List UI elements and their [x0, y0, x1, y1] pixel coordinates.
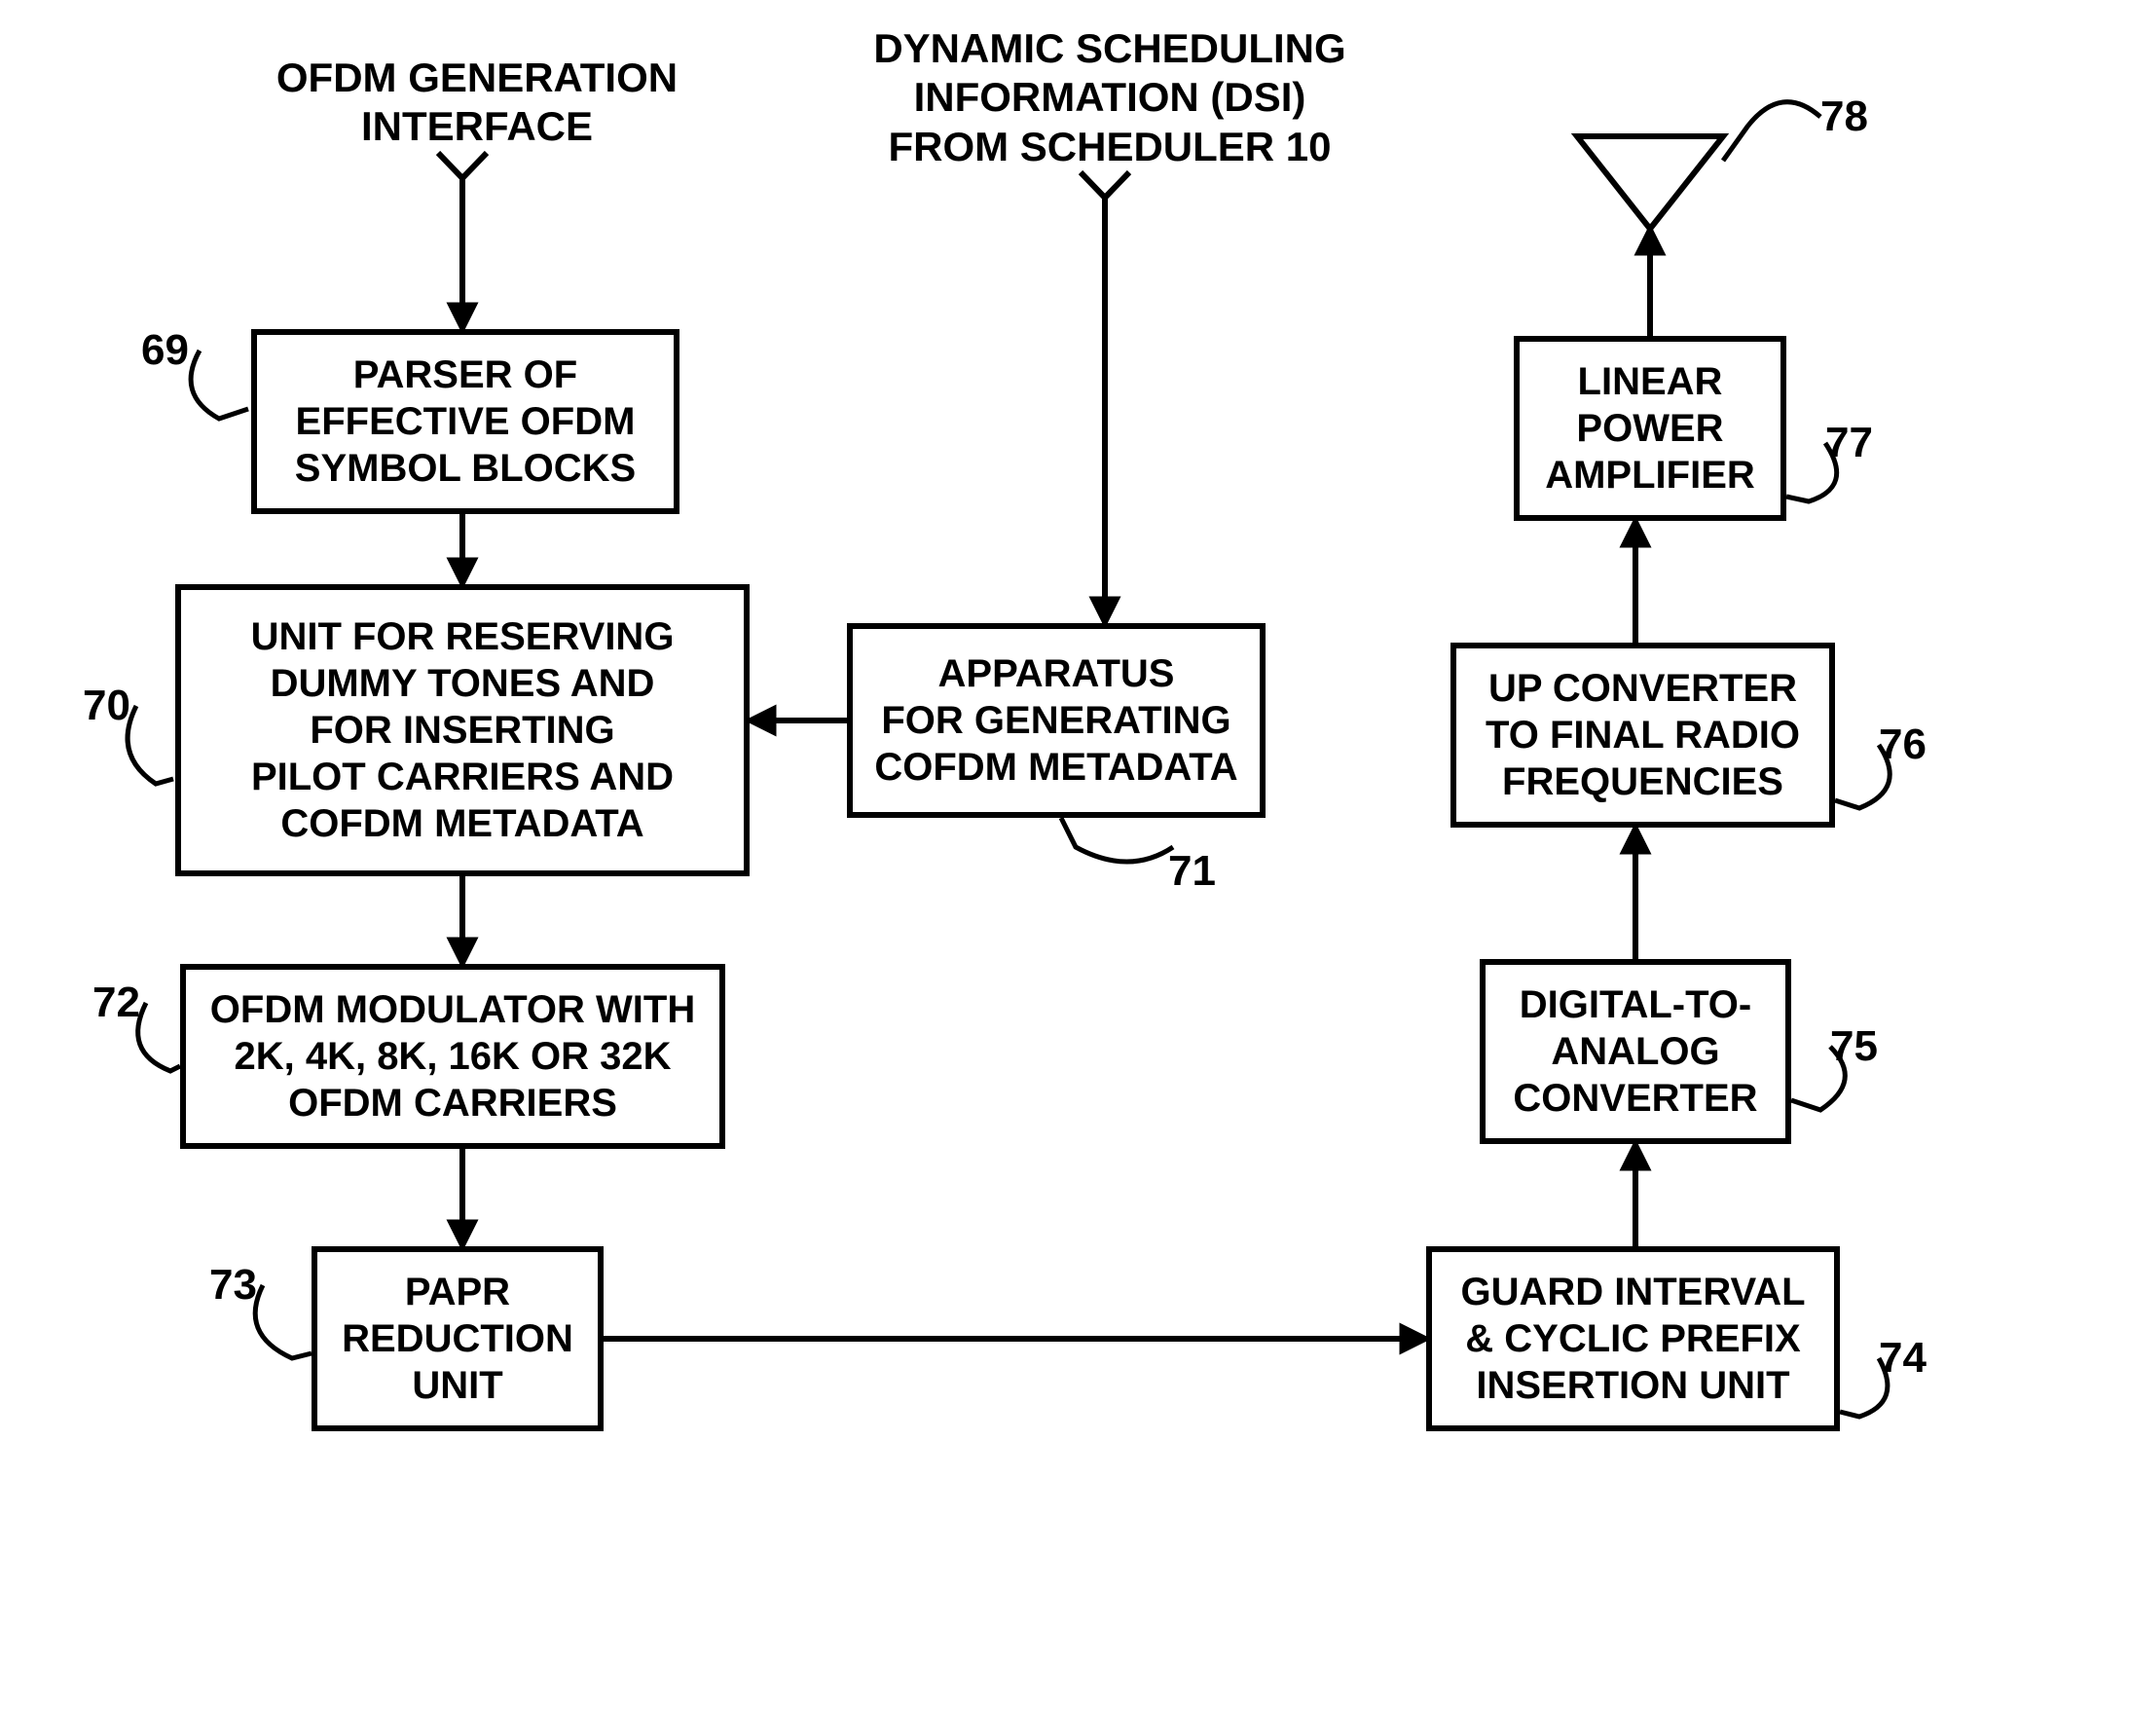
- leader-71: [1061, 818, 1173, 862]
- leader-72: [138, 1003, 180, 1071]
- leader-70: [128, 706, 173, 784]
- ref-70: 70: [83, 682, 130, 730]
- block-72: OFDM MODULATOR WITH2K, 4K, 8K, 16K OR 32…: [180, 964, 725, 1149]
- ref-77: 77: [1825, 419, 1873, 467]
- ref-75: 75: [1830, 1022, 1878, 1071]
- diagram-canvas: OFDM GENERATIONINTERFACE DYNAMIC SCHEDULI…: [0, 0, 2129, 1736]
- leader-69: [191, 351, 248, 419]
- ref-78: 78: [1820, 92, 1868, 141]
- input-label-ofdm_gen: OFDM GENERATIONINTERFACE: [243, 54, 711, 152]
- ref-73: 73: [209, 1261, 257, 1310]
- block-76: UP CONVERTERTO FINAL RADIOFREQUENCIES: [1450, 643, 1835, 828]
- antenna-icon: [1577, 136, 1723, 229]
- ref-76: 76: [1879, 720, 1927, 769]
- block-75: DIGITAL-TO-ANALOGCONVERTER: [1480, 959, 1791, 1144]
- ref-71: 71: [1168, 847, 1216, 896]
- block-74: GUARD INTERVAL& CYCLIC PREFIXINSERTION U…: [1426, 1246, 1840, 1431]
- ref-74: 74: [1879, 1334, 1927, 1383]
- block-70: UNIT FOR RESERVINGDUMMY TONES ANDFOR INS…: [175, 584, 750, 876]
- block-69: PARSER OFEFFECTIVE OFDMSYMBOL BLOCKS: [251, 329, 679, 514]
- block-71: APPARATUSFOR GENERATINGCOFDM METADATA: [847, 623, 1266, 818]
- block-73: PAPRREDUCTIONUNIT: [312, 1246, 604, 1431]
- input-label-dsi: DYNAMIC SCHEDULINGINFORMATION (DSI)FROM …: [857, 24, 1363, 171]
- block-77: LINEARPOWERAMPLIFIER: [1514, 336, 1786, 521]
- ref-69: 69: [141, 326, 189, 375]
- leader-78: [1723, 102, 1820, 161]
- leader-73: [255, 1285, 312, 1358]
- ref-72: 72: [92, 979, 140, 1027]
